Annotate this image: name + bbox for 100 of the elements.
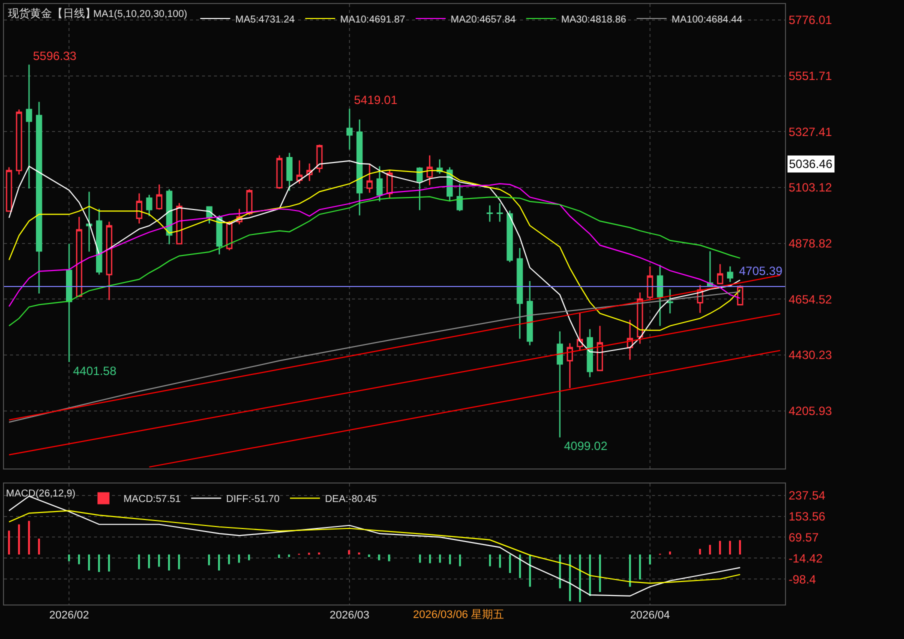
candlestick bbox=[656, 264, 664, 327]
candlestick bbox=[316, 144, 323, 174]
bar bbox=[168, 554, 170, 571]
candlestick bbox=[66, 243, 72, 363]
bar bbox=[589, 554, 591, 596]
bar bbox=[88, 554, 90, 571]
candlestick bbox=[506, 210, 513, 263]
candlestick bbox=[26, 64, 32, 190]
bar bbox=[509, 554, 511, 574]
bar bbox=[138, 554, 140, 570]
candlestick bbox=[226, 220, 232, 251]
candlestick bbox=[86, 191, 92, 252]
candlestick bbox=[646, 266, 654, 300]
bar bbox=[378, 554, 380, 560]
candlestick bbox=[556, 330, 563, 438]
bar bbox=[248, 554, 250, 560]
candlestick bbox=[576, 312, 583, 352]
candlestick bbox=[136, 192, 142, 224]
legend-label: DIFF:-51.70 bbox=[226, 494, 280, 506]
candlestick bbox=[76, 216, 82, 297]
ref-line-label: 4705.39 bbox=[739, 264, 783, 278]
y-tick-label: 5776.01 bbox=[788, 13, 832, 28]
bar bbox=[579, 554, 581, 602]
candlestick bbox=[6, 166, 12, 212]
candlestick bbox=[566, 342, 573, 389]
bar bbox=[38, 538, 40, 555]
legend-label: MA5:4731.24 bbox=[235, 14, 296, 26]
candlestick bbox=[666, 288, 674, 314]
line-series bbox=[8, 291, 741, 423]
bar bbox=[8, 530, 10, 555]
legend-label: MA20:4657.84 bbox=[450, 14, 516, 26]
candlestick bbox=[96, 208, 102, 276]
candlestick bbox=[416, 166, 423, 211]
line-series bbox=[8, 160, 741, 354]
legend-title: MA1(5,10,20,30,100) bbox=[93, 9, 188, 20]
bar bbox=[388, 554, 390, 562]
candlestick bbox=[376, 166, 383, 202]
y-tick-label: 237.54 bbox=[788, 488, 826, 503]
annotation: 5596.33 bbox=[33, 49, 77, 63]
bar bbox=[28, 520, 30, 555]
y-tick-label: 4654.52 bbox=[788, 292, 832, 306]
bar bbox=[218, 554, 220, 571]
bar bbox=[499, 554, 501, 568]
candlestick bbox=[706, 250, 714, 286]
legend-label: MA30:4818.86 bbox=[561, 14, 627, 26]
bar bbox=[68, 554, 70, 562]
bar bbox=[669, 552, 671, 555]
legend-label: MACD:57.51 bbox=[123, 494, 182, 506]
x-tick-label: 2026/04 bbox=[630, 610, 670, 622]
candlestick bbox=[717, 263, 724, 285]
annotation: 4099.02 bbox=[564, 439, 608, 453]
bar bbox=[449, 554, 451, 564]
bar bbox=[739, 540, 741, 555]
bar bbox=[519, 554, 521, 578]
y-tick-label: 4430.23 bbox=[788, 348, 832, 362]
candlestick bbox=[296, 160, 303, 184]
y-tick-label: 5551.71 bbox=[788, 68, 832, 83]
candlestick bbox=[516, 247, 523, 340]
candlestick bbox=[176, 202, 182, 245]
legend-label: DEA:-80.45 bbox=[324, 494, 378, 506]
bar bbox=[719, 540, 721, 555]
legend-title: MACD(26,12,9) bbox=[6, 488, 76, 500]
bar bbox=[18, 524, 20, 555]
bar bbox=[108, 554, 110, 572]
candlestick bbox=[496, 202, 503, 222]
text: 5036.46 bbox=[789, 157, 833, 171]
bar bbox=[599, 554, 601, 592]
x-tick-label: 2026/03 bbox=[330, 610, 370, 622]
candlestick bbox=[146, 194, 152, 217]
bar bbox=[98, 554, 100, 572]
bar bbox=[78, 554, 80, 564]
bar bbox=[709, 544, 711, 555]
bar bbox=[368, 554, 370, 558]
bar bbox=[569, 554, 571, 602]
line-series bbox=[8, 196, 741, 326]
bar bbox=[649, 554, 651, 565]
candlestick bbox=[586, 328, 593, 378]
candlestick bbox=[346, 108, 353, 150]
bar bbox=[238, 554, 240, 563]
bar bbox=[208, 554, 210, 566]
candlestick bbox=[286, 152, 293, 192]
annotation: 4401.58 bbox=[73, 364, 117, 378]
bar bbox=[639, 554, 641, 580]
bar bbox=[148, 554, 150, 568]
y-tick-label: -98.4 bbox=[788, 572, 816, 586]
bar bbox=[629, 554, 631, 587]
line-series bbox=[8, 183, 741, 307]
bar bbox=[529, 554, 531, 587]
annotation: 5419.01 bbox=[354, 93, 398, 107]
bar bbox=[489, 554, 491, 566]
candlestick bbox=[156, 184, 162, 210]
bar bbox=[429, 554, 431, 564]
y-tick-label: 5103.12 bbox=[788, 180, 832, 195]
candlestick bbox=[486, 204, 493, 222]
bar bbox=[348, 550, 350, 555]
candlestick bbox=[426, 154, 433, 186]
legend-label: MA10:4691.87 bbox=[340, 14, 406, 26]
candlestick bbox=[596, 325, 604, 372]
bar bbox=[158, 554, 160, 567]
y-tick-label: 4878.82 bbox=[788, 236, 832, 250]
